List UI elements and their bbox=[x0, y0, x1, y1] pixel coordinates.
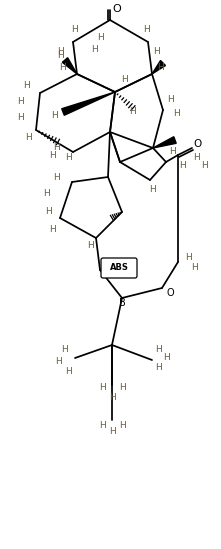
Polygon shape bbox=[62, 58, 77, 74]
Text: H: H bbox=[91, 46, 97, 54]
Text: H: H bbox=[98, 33, 104, 42]
Text: H: H bbox=[99, 421, 105, 429]
Text: H: H bbox=[59, 63, 65, 71]
Text: H: H bbox=[53, 173, 59, 182]
Text: H: H bbox=[51, 110, 57, 120]
Text: H: H bbox=[163, 354, 169, 362]
Text: H: H bbox=[54, 143, 60, 152]
Text: H: H bbox=[155, 345, 161, 355]
Text: H: H bbox=[71, 25, 77, 35]
Text: H: H bbox=[58, 48, 64, 57]
Text: H: H bbox=[167, 96, 173, 104]
Text: H: H bbox=[24, 81, 30, 89]
Text: H: H bbox=[185, 254, 191, 262]
Text: H: H bbox=[170, 148, 176, 156]
Text: H: H bbox=[153, 48, 159, 57]
Text: H: H bbox=[65, 367, 71, 377]
Text: H: H bbox=[55, 357, 61, 367]
Text: O: O bbox=[193, 139, 201, 149]
Polygon shape bbox=[152, 60, 166, 74]
Text: H: H bbox=[155, 363, 161, 373]
Text: O: O bbox=[166, 288, 174, 298]
Text: H: H bbox=[121, 76, 127, 85]
Text: H: H bbox=[158, 63, 164, 71]
Polygon shape bbox=[153, 137, 176, 148]
Text: H: H bbox=[45, 208, 51, 216]
Text: ABS: ABS bbox=[110, 264, 128, 272]
Text: H: H bbox=[65, 153, 71, 161]
Text: B: B bbox=[119, 298, 125, 308]
Text: H: H bbox=[202, 160, 208, 170]
Text: H: H bbox=[99, 384, 105, 393]
Text: H: H bbox=[119, 421, 125, 429]
Text: H: H bbox=[43, 188, 49, 198]
Text: H: H bbox=[50, 226, 56, 234]
Text: H: H bbox=[17, 114, 23, 122]
Text: H: H bbox=[62, 345, 68, 355]
Text: H: H bbox=[143, 25, 149, 35]
Text: H: H bbox=[119, 384, 125, 393]
Text: H: H bbox=[17, 98, 23, 107]
Text: H: H bbox=[109, 394, 115, 402]
Text: H: H bbox=[130, 108, 136, 116]
Text: H: H bbox=[180, 160, 186, 170]
Text: H: H bbox=[109, 428, 115, 436]
FancyBboxPatch shape bbox=[101, 258, 137, 278]
Text: H: H bbox=[193, 153, 199, 161]
Text: H: H bbox=[174, 109, 180, 119]
Text: O: O bbox=[113, 4, 121, 14]
Text: H: H bbox=[49, 150, 55, 160]
Text: H: H bbox=[192, 262, 198, 272]
Text: H: H bbox=[149, 186, 155, 194]
Text: H: H bbox=[88, 240, 94, 249]
Text: H: H bbox=[25, 133, 31, 143]
Polygon shape bbox=[62, 92, 115, 115]
Text: H: H bbox=[57, 52, 63, 60]
